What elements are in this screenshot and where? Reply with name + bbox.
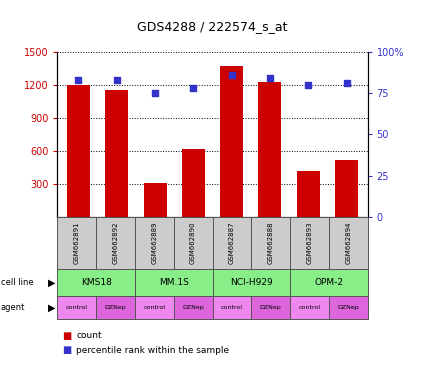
Text: DZNep: DZNep bbox=[105, 305, 126, 311]
Bar bbox=[335, 160, 358, 217]
Text: GSM662891: GSM662891 bbox=[74, 222, 80, 264]
Point bbox=[343, 80, 350, 86]
Text: KMS18: KMS18 bbox=[81, 278, 112, 287]
Text: control: control bbox=[221, 305, 243, 311]
Text: GSM662894: GSM662894 bbox=[345, 222, 351, 264]
Text: control: control bbox=[66, 305, 88, 311]
Text: GSM662893: GSM662893 bbox=[306, 222, 312, 264]
Text: GSM662888: GSM662888 bbox=[268, 222, 274, 264]
Text: GSM662887: GSM662887 bbox=[229, 222, 235, 264]
Text: agent: agent bbox=[1, 303, 25, 313]
Text: OPM-2: OPM-2 bbox=[314, 278, 343, 287]
Bar bbox=[297, 171, 320, 217]
Text: DZNep: DZNep bbox=[260, 305, 281, 311]
Text: control: control bbox=[298, 305, 320, 311]
Text: MM.1S: MM.1S bbox=[159, 278, 189, 287]
Point bbox=[228, 72, 235, 78]
Bar bbox=[67, 85, 90, 217]
Point bbox=[266, 75, 273, 81]
Text: ■: ■ bbox=[62, 345, 71, 355]
Point bbox=[190, 85, 197, 91]
Text: DZNep: DZNep bbox=[182, 305, 204, 311]
Bar bbox=[105, 90, 128, 217]
Point bbox=[305, 82, 312, 88]
Point bbox=[113, 77, 120, 83]
Text: GSM662890: GSM662890 bbox=[190, 222, 196, 264]
Text: GSM662889: GSM662889 bbox=[151, 222, 157, 264]
Bar bbox=[182, 149, 205, 217]
Text: ▶: ▶ bbox=[48, 278, 55, 288]
Text: NCI-H929: NCI-H929 bbox=[230, 278, 273, 287]
Text: control: control bbox=[143, 305, 165, 311]
Bar bbox=[258, 81, 281, 217]
Text: percentile rank within the sample: percentile rank within the sample bbox=[76, 346, 230, 355]
Point bbox=[152, 90, 159, 96]
Text: DZNep: DZNep bbox=[337, 305, 359, 311]
Point bbox=[75, 77, 82, 83]
Text: ■: ■ bbox=[62, 331, 71, 341]
Text: count: count bbox=[76, 331, 102, 340]
Bar bbox=[220, 66, 243, 217]
Text: ▶: ▶ bbox=[48, 303, 55, 313]
Text: GSM662892: GSM662892 bbox=[113, 222, 119, 264]
Text: cell line: cell line bbox=[1, 278, 34, 287]
Bar bbox=[144, 183, 167, 217]
Text: GDS4288 / 222574_s_at: GDS4288 / 222574_s_at bbox=[137, 20, 288, 33]
